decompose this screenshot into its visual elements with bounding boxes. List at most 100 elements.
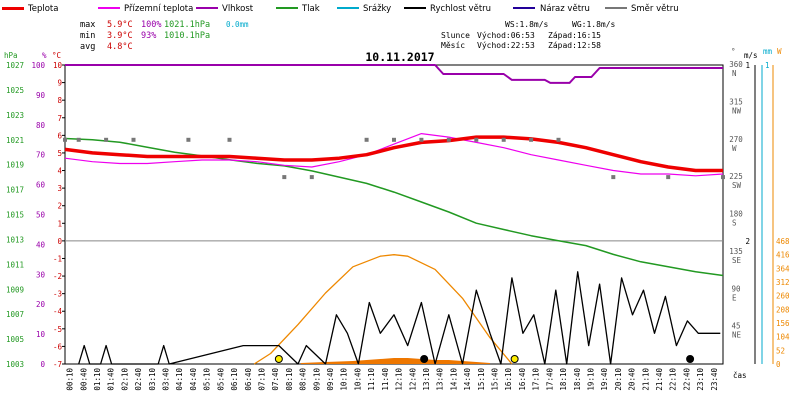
x-tick-label: 18:40: [573, 368, 582, 391]
axis-w-tick: 468: [776, 237, 790, 246]
axis-w-tick: 364: [776, 264, 790, 273]
x-tick-label: 10:40: [353, 368, 362, 391]
axis-temp-tick: -5: [53, 325, 62, 334]
legend-item-srazky: Srážky: [337, 4, 391, 14]
stats-min-label: min: [80, 31, 95, 41]
axis-hpa-tick: 1011: [6, 260, 24, 269]
axis-dir-tick: 135: [729, 247, 743, 256]
axis-w-tick: 416: [776, 251, 790, 260]
wind-dir-point: [104, 137, 109, 142]
axis-w-label: W: [777, 47, 782, 56]
wind-dir-point: [309, 175, 314, 180]
axis-pct-tick: 70: [36, 151, 46, 160]
x-tick-label: 04:10: [175, 368, 184, 391]
axis-hpa-tick: 1015: [6, 211, 24, 220]
wind-speed-info: WS:1.8m/s: [505, 20, 549, 29]
x-tick-label: 20:40: [628, 368, 637, 391]
wind-gust-info: WG:1.8m/s: [572, 20, 616, 29]
axis-temp-tick: -3: [53, 290, 62, 299]
svg-text:Náraz větru: Náraz větru: [540, 4, 590, 14]
axis-pct-tick: 80: [36, 121, 46, 130]
x-tick-label: 05:40: [216, 368, 225, 391]
wind-dir-point: [76, 137, 81, 142]
axis-temp-tick: 6: [57, 131, 62, 140]
stats-min-temp: 3.9°C: [107, 31, 133, 41]
x-tick-label: 13:40: [436, 368, 445, 391]
moonset-marker: [420, 355, 429, 363]
moon-rise: Východ:22:53: [477, 41, 535, 50]
axis-pct-tick: 40: [36, 240, 46, 249]
x-tick-label: 00:10: [66, 368, 75, 391]
axis-hpa-tick: 1003: [6, 360, 24, 369]
x-tick-label: 11:40: [381, 368, 390, 391]
x-tick-label: 08:10: [285, 368, 294, 391]
axis-w-tick: 0: [776, 360, 781, 369]
axis-temp-tick: -2: [53, 272, 62, 281]
svg-text:Přízemní teplota: Přízemní teplota: [124, 4, 193, 14]
legend-item-prizemni-teplota: Přízemní teplota: [98, 4, 193, 14]
axis-temp-tick: 2: [57, 202, 62, 211]
moon-label: Měsíc: [441, 41, 465, 50]
x-tick-label: 12:10: [395, 368, 404, 391]
x-tick-label: 23:10: [696, 368, 705, 391]
stats-min-press: 1010.1hPa: [164, 31, 210, 41]
x-tick-label: 20:10: [614, 368, 623, 391]
x-tick-label: 03:10: [148, 368, 157, 391]
axis-hpa-tick: 1005: [6, 335, 24, 344]
axis-w-tick: 208: [776, 305, 790, 314]
x-tick-label: 21:40: [655, 368, 664, 391]
axis-pct-tick: 0: [40, 360, 45, 369]
axis-ms-label: m/s: [744, 51, 758, 60]
x-tick-label: 03:40: [162, 368, 171, 391]
x-tick-label: 17:10: [532, 368, 541, 391]
axis-hpa-tick: 1021: [6, 136, 24, 145]
svg-text:Tlak: Tlak: [301, 4, 320, 14]
axis-hpa-tick: 1025: [6, 86, 24, 95]
axis-temp-tick: 4: [57, 167, 62, 176]
chart-title: 10.11.2017: [365, 50, 434, 64]
axis-dir-name: NW: [732, 106, 742, 115]
sun-label: Slunce: [441, 31, 470, 40]
svg-text:Směr větru: Směr větru: [631, 4, 679, 14]
legend-item-rychlost-vetru: Rychlost větru: [404, 4, 491, 14]
sun-moon-block: WS:1.8m/s WG:1.8m/s Slunce Východ:06:53 …: [441, 20, 616, 50]
wind-dir-point: [392, 137, 396, 142]
axis-dir-name: NE: [732, 331, 742, 340]
stats-max-hum: 100%: [141, 20, 161, 30]
x-tick-label: 19:10: [587, 368, 596, 391]
stats-max-press: 1021.1hPa: [164, 20, 210, 30]
sunrise-marker: [274, 355, 283, 363]
axis-w-tick: 104: [776, 333, 790, 342]
stats-max-label: max: [80, 20, 95, 30]
axis-pct-tick: 90: [36, 91, 46, 100]
moon-set: Západ:12:58: [548, 41, 601, 50]
series-ground-temp-line: [64, 133, 724, 177]
axis-w-tick: 52: [776, 346, 785, 355]
x-tick-label: 01:10: [93, 368, 102, 391]
axis-pct-tick: 30: [36, 270, 46, 279]
svg-text:Rychlost větru: Rychlost větru: [430, 4, 491, 14]
axis-dir-name: E: [732, 293, 737, 302]
svg-text:Vlhkost: Vlhkost: [222, 4, 254, 14]
x-tick-label: 21:10: [641, 368, 650, 391]
x-tick-label: 06:40: [244, 368, 253, 391]
wind-dir-point: [721, 175, 725, 180]
axis-temp-tick: -1: [53, 254, 62, 263]
series-humidity-line: [65, 64, 723, 84]
legend-item-vlhkost: Vlhkost: [196, 4, 254, 14]
x-tick-label: 04:40: [189, 368, 198, 391]
series-radiation-line: [253, 254, 513, 365]
axis-hpa-tick: 1013: [6, 235, 24, 244]
radiation-fill: [300, 358, 490, 364]
wind-dir-point: [446, 137, 451, 142]
axis-dir-tick: 180: [729, 210, 743, 219]
x-tick-label: 23:40: [710, 368, 719, 391]
x-tick-label: 12:40: [408, 368, 417, 391]
x-tick-label: 19:40: [600, 368, 609, 391]
axis-w-tick: 156: [776, 319, 790, 328]
axis-hpa-tick: 1019: [6, 161, 24, 170]
axis-ms-tick: 2: [745, 237, 750, 246]
axis-temp-tick: 0: [57, 237, 62, 246]
x-tick-label: 00:40: [79, 368, 88, 391]
x-tick-label: 17:40: [545, 368, 554, 391]
